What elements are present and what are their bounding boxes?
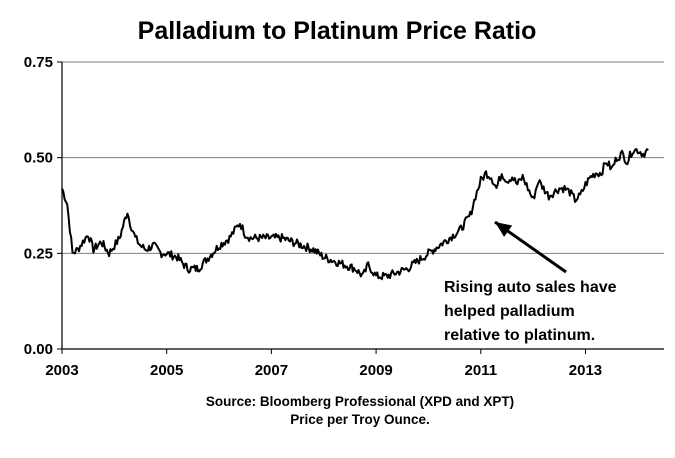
x-tick-labels: 2003 2005 2007 2009 2011 2013 bbox=[45, 349, 602, 379]
x-tick-label: 2003 bbox=[45, 362, 78, 379]
annotation-line-1: Rising auto sales have bbox=[444, 279, 617, 296]
x-tick-label: 2011 bbox=[465, 362, 498, 379]
chart-title: Palladium to Platinum Price Ratio bbox=[138, 17, 537, 45]
annotation-arrowhead bbox=[495, 222, 513, 237]
x-tick-label: 2007 bbox=[255, 362, 288, 379]
source-line-2: Price per Troy Ounce. bbox=[290, 412, 430, 427]
x-tick-label: 2009 bbox=[359, 362, 392, 379]
annotation-line-3: relative to platinum. bbox=[444, 327, 595, 344]
source-line-1: Source: Bloomberg Professional (XPD and … bbox=[206, 394, 514, 409]
x-tick-label: 2005 bbox=[150, 362, 183, 379]
y-tick-label: 0.00 bbox=[24, 341, 53, 358]
x-tick-label: 2013 bbox=[569, 362, 602, 379]
ratio-line bbox=[61, 148, 649, 281]
y-tick-label: 0.50 bbox=[24, 150, 53, 167]
y-tick-label: 0.75 bbox=[24, 54, 53, 71]
grid-lines bbox=[62, 61, 664, 254]
y-tick-label: 0.25 bbox=[24, 245, 53, 262]
annotation-line-2: helped palladium bbox=[444, 303, 575, 320]
y-tick-labels: 0.75 0.50 0.25 0.00 bbox=[24, 54, 62, 358]
annotation: Rising auto sales have helped palladium … bbox=[444, 220, 617, 344]
axes bbox=[61, 62, 664, 350]
